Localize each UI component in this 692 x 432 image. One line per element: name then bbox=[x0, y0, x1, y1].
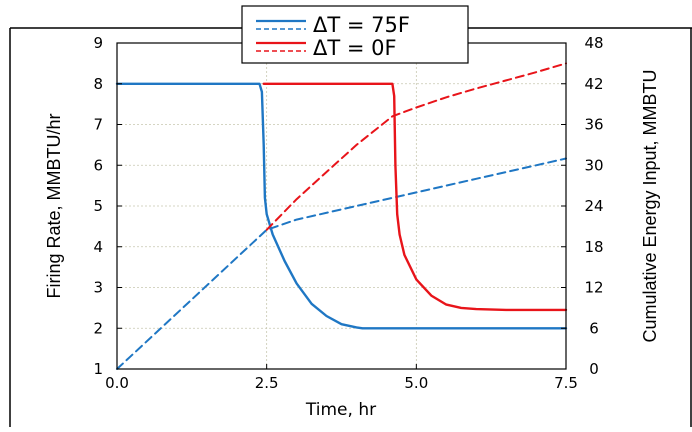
y-left-tick-label: 7 bbox=[93, 116, 103, 134]
y-left-tick-label: 6 bbox=[93, 156, 103, 174]
x-tick-label: 0.0 bbox=[105, 374, 129, 392]
y-left-tick-label: 1 bbox=[93, 360, 103, 378]
y-left-tick-label: 4 bbox=[93, 238, 103, 256]
y-right-tick-label: 42 bbox=[584, 75, 603, 93]
y-right-tick-label: 30 bbox=[584, 156, 603, 174]
y-right-tick-label: 36 bbox=[584, 116, 603, 134]
y-right-axis-title: Cumulative Energy Input, MMBTU bbox=[640, 69, 660, 342]
x-axis-title: Time, hr bbox=[305, 400, 376, 420]
series-line-dt75-solid bbox=[115, 82, 568, 330]
grid bbox=[117, 43, 566, 369]
x-tick-label: 5.0 bbox=[404, 374, 428, 392]
y-left-tick-label: 3 bbox=[93, 279, 103, 297]
legend-box bbox=[241, 5, 469, 64]
y-right-tick-label: 12 bbox=[584, 279, 603, 297]
legend: ΔT = 75F ΔT = 0F bbox=[241, 5, 469, 64]
x-tick-label: 2.5 bbox=[255, 374, 279, 392]
y-right-tick-label: 18 bbox=[584, 238, 603, 256]
y-left-tick-label: 2 bbox=[93, 319, 103, 337]
series-line-dt0-dashed bbox=[265, 62, 567, 231]
y-right-tick-label: 6 bbox=[589, 319, 599, 337]
y-left-axis-title: Firing Rate, MMBTU/hr bbox=[44, 113, 64, 298]
y-right-tick-label: 0 bbox=[589, 360, 599, 378]
x-tick-label: 7.5 bbox=[554, 374, 578, 392]
y-left-tick-label: 5 bbox=[93, 197, 103, 215]
y-right-tick-label: 48 bbox=[584, 34, 603, 52]
y-right-tick-label: 24 bbox=[584, 197, 603, 215]
series-layer bbox=[115, 62, 568, 370]
legend-label-dt75: ΔT = 75F bbox=[313, 13, 410, 37]
series-line-dt75-dashed bbox=[116, 157, 567, 370]
y-left-tick-label: 9 bbox=[93, 34, 103, 52]
y-left-tick-label: 8 bbox=[93, 75, 103, 93]
series-line-dt0-solid bbox=[262, 82, 568, 312]
legend-label-dt0: ΔT = 0F bbox=[313, 36, 397, 60]
